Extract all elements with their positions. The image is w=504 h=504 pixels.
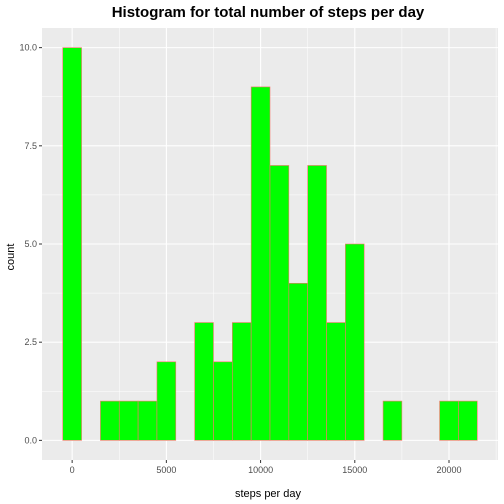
x-tick-label: 5000 [156,465,176,475]
histogram-bar [345,243,365,441]
histogram-bar [458,400,478,441]
x-tick-label: 20000 [436,465,461,475]
y-tick-label: 0.0 [24,435,37,445]
histogram-bar [100,400,120,441]
histogram-bar [118,400,139,441]
x-axis: 0 5000 10000 15000 20000 [70,460,462,475]
histogram-bar [213,361,233,441]
histogram-bar [137,400,158,441]
bars [62,47,478,441]
x-tick-label: 10000 [248,465,273,475]
histogram-bar [382,400,403,441]
histogram-bar [326,322,346,441]
x-tick-label: 0 [70,465,75,475]
y-axis-title: count [5,244,17,271]
histogram-bar [232,322,252,441]
histogram-bar [288,282,308,441]
histogram-bar [156,361,177,441]
y-axis: 0.0 2.5 5.0 7.5 10.0 [19,43,42,445]
y-tick-label: 10.0 [19,43,37,53]
histogram-bar [269,165,290,441]
y-tick-label: 5.0 [24,239,37,249]
x-tick-label: 15000 [342,465,367,475]
histogram-bar [307,165,327,441]
chart-title: Histogram for total number of steps per … [112,4,425,21]
y-tick-label: 2.5 [24,337,37,347]
y-tick-label: 7.5 [24,141,37,151]
histogram-bar [439,400,459,441]
histogram-bar [62,47,82,441]
histogram-bar [250,86,271,441]
histogram-bar [194,322,214,441]
x-axis-title: steps per day [235,488,302,500]
